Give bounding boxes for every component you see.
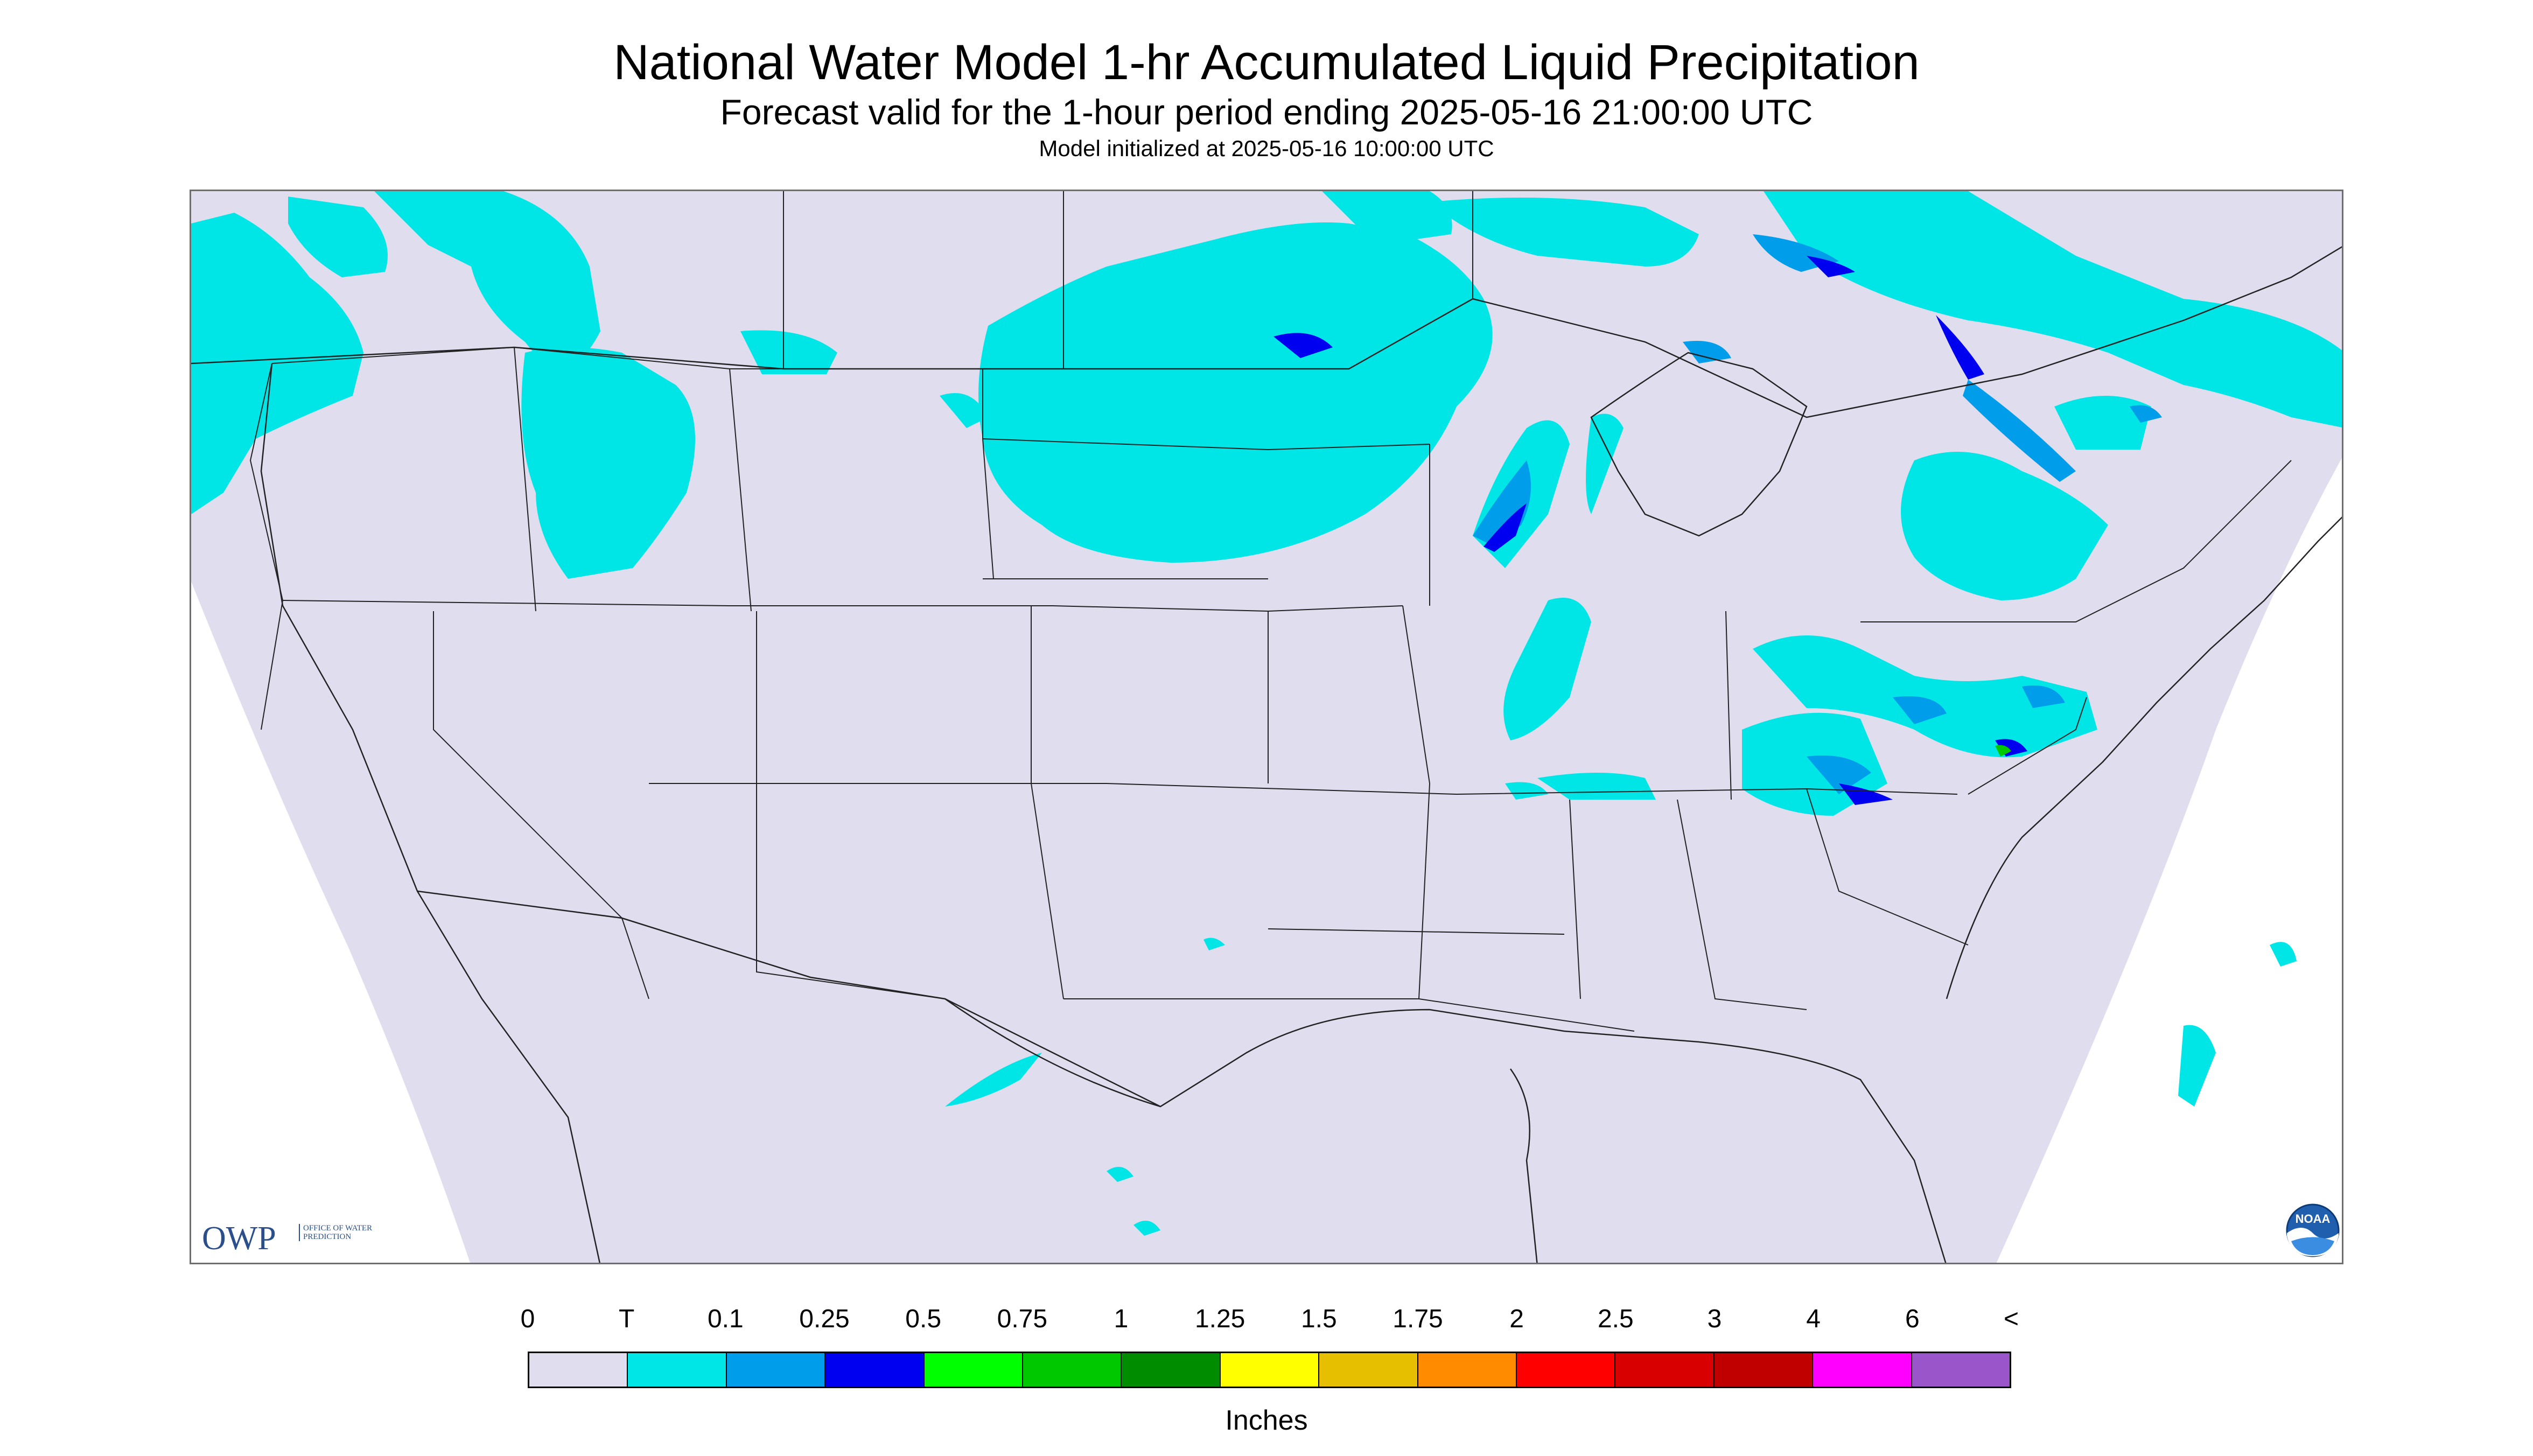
colorbar	[528, 1352, 2011, 1388]
chart-title: National Water Model 1-hr Accumulated Li…	[613, 35, 1920, 90]
colorbar-tick-label: 2.5	[1597, 1305, 1634, 1333]
precip-heavy-spots	[1995, 745, 2011, 757]
colorbar-swatch	[1615, 1353, 1715, 1387]
colorbar-swatch	[726, 1353, 826, 1387]
colorbar-tick-label: 6	[1905, 1305, 1920, 1333]
precip-moderate-areas	[1274, 256, 2027, 805]
colorbar-swatch	[1517, 1353, 1616, 1387]
colorbar-tick-label: 0.75	[997, 1305, 1048, 1333]
owp-logo-subtext: OFFICE OF WATER PREDICTION	[299, 1224, 379, 1241]
colorbar-tick-label: <	[2003, 1305, 2019, 1333]
noaa-logo-text: NOAA	[2296, 1212, 2331, 1226]
colorbar-swatch	[924, 1353, 1024, 1387]
country-border	[191, 246, 2342, 1108]
owp-logo-text: OWP	[202, 1220, 276, 1257]
colorbar-swatch	[529, 1353, 628, 1387]
colorbar-tick-label: 1.5	[1300, 1305, 1337, 1333]
colorbar-swatch	[1912, 1353, 2010, 1387]
noaa-logo: NOAA	[2286, 1203, 2340, 1257]
chart-subtitle: Forecast valid for the 1-hour period end…	[720, 92, 1813, 132]
colorbar-tick-label: 0.25	[799, 1305, 850, 1333]
colorbar-tick-label: 1.75	[1393, 1305, 1443, 1333]
colorbar-swatch	[825, 1353, 925, 1387]
precipitation-map: OWP OFFICE OF WATER PREDICTION NOAA	[190, 190, 2343, 1264]
colorbar-tick-label: 1	[1114, 1305, 1129, 1333]
colorbar-swatch	[1220, 1353, 1320, 1387]
domain-mask-right	[1996, 458, 2342, 1263]
colorbar-tick-label: 0.5	[905, 1305, 942, 1333]
precip-trace-areas	[191, 191, 2342, 1236]
colorbar-swatch	[1813, 1353, 1912, 1387]
owp-logo: OWP OFFICE OF WATER PREDICTION	[202, 1220, 374, 1257]
colorbar-swatch	[628, 1353, 727, 1387]
colorbar-tick-label: 2	[1509, 1305, 1524, 1333]
colorbar-swatch	[1122, 1353, 1221, 1387]
colorbar-swatch	[1023, 1353, 1122, 1387]
colorbar-swatch	[1714, 1353, 1814, 1387]
colorbar-tick-label: 0	[520, 1305, 535, 1333]
colorbar-swatch	[1319, 1353, 1418, 1387]
map-canvas	[191, 191, 2342, 1263]
colorbar-tick-label: T	[618, 1305, 635, 1333]
colorbar-tick-label: 0.1	[707, 1305, 744, 1333]
colorbar-swatch	[1418, 1353, 1517, 1387]
colorbar-tick-label: 4	[1806, 1305, 1821, 1333]
model-init-line: Model initialized at 2025-05-16 10:00:00…	[1039, 136, 1494, 161]
domain-mask-left	[191, 191, 470, 1263]
coastlines	[260, 352, 2342, 1263]
colorbar-tick-label: 3	[1707, 1305, 1722, 1333]
colorbar-tick-label: 1.25	[1194, 1305, 1245, 1333]
colorbar-units: Inches	[1225, 1405, 1308, 1436]
